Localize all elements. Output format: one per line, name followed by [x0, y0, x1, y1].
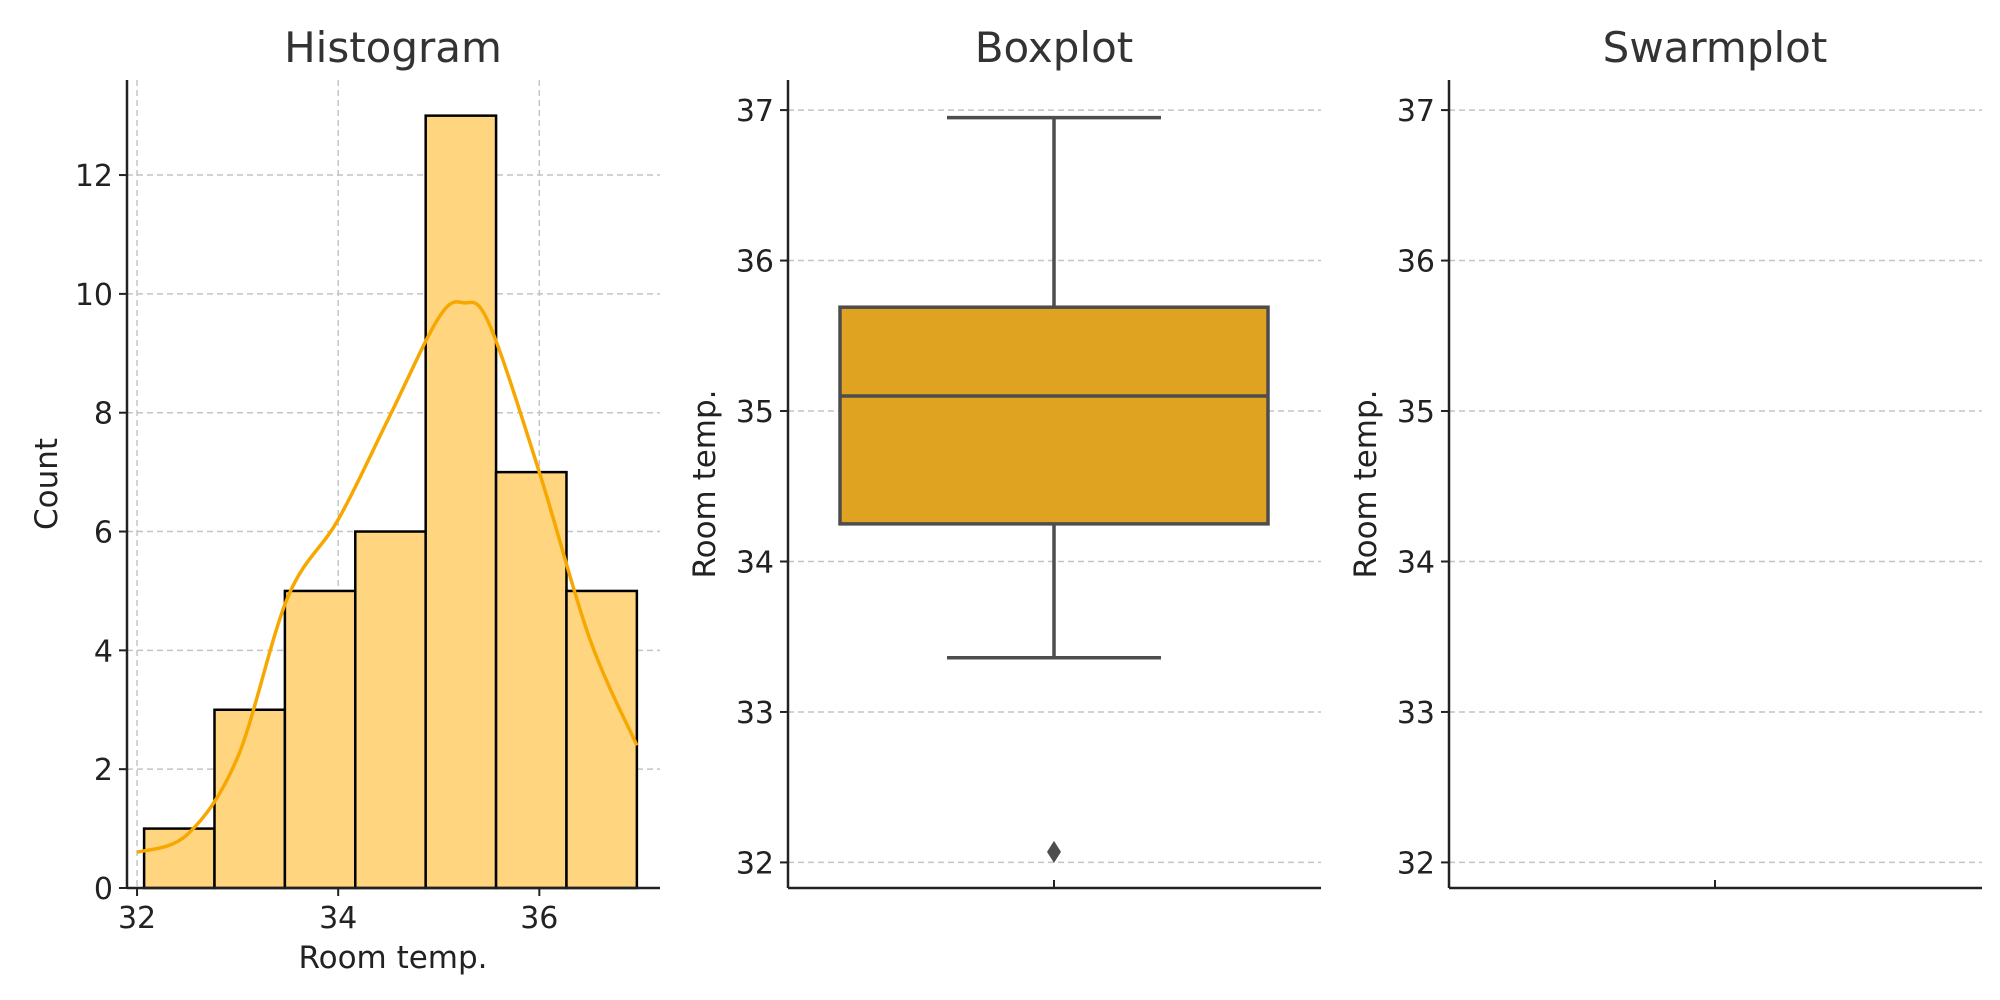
histogram-y-tick-label: 0 [94, 872, 113, 907]
swarmplot-y-tick-label: 34 [1397, 545, 1435, 580]
histogram-x-tick-label: 36 [520, 901, 558, 936]
histogram-ticks: 0 2 4 6 8 10 12 32 34 36 [75, 159, 559, 936]
histogram-bar [565, 589, 639, 890]
histogram-y-tick-label: 4 [94, 634, 113, 669]
histogram-x-label: Room temp. [298, 940, 487, 976]
swarmplot-ticks: 32 33 34 35 36 37 [1397, 94, 1449, 881]
histogram-y-tick-label: 10 [75, 278, 113, 313]
swarmplot-y-label: Room temp. [1348, 389, 1384, 578]
histogram-bar [424, 114, 498, 890]
histogram-title: Histogram [284, 23, 502, 72]
histogram-bars [142, 114, 639, 890]
histogram-x-tick-label: 34 [319, 901, 357, 936]
histogram-panel: 0 2 4 6 8 10 12 32 34 36 Histogram Room temp. Cou… [29, 23, 660, 976]
boxplot-body [838, 115, 1270, 863]
swarmplot-y-tick-label: 33 [1397, 696, 1435, 731]
boxplot-y-tick-label: 35 [736, 395, 774, 430]
swarmplot-title: Swarmplot [1603, 23, 1828, 72]
histogram-bar [354, 530, 427, 890]
boxplot-title: Boxplot [975, 23, 1134, 72]
iqr-box [838, 305, 1270, 526]
boxplot-y-tick-label: 37 [736, 94, 774, 129]
swarmplot-y-tick-label: 37 [1397, 94, 1435, 129]
histogram-bar [142, 827, 216, 890]
histogram-x-tick-label: 32 [118, 901, 156, 936]
boxplot-y-tick-label: 33 [736, 696, 774, 731]
boxplot-y-tick-label: 34 [736, 545, 774, 580]
swarmplot-grid [1449, 109, 1982, 864]
kde-curve [136, 300, 639, 855]
boxplot-y-tick-label: 36 [736, 245, 774, 280]
histogram-y-label: Count [29, 438, 65, 530]
swarmplot-y-tick-label: 32 [1397, 846, 1435, 881]
histogram-y-tick-label: 2 [94, 753, 113, 788]
swarmplot-y-tick-label: 35 [1397, 395, 1435, 430]
histogram-y-tick-label: 8 [94, 397, 113, 432]
histogram-bar [494, 470, 568, 890]
boxplot-y-label: Room temp. [687, 389, 723, 578]
boxplot-ticks: 32 33 34 35 36 37 [736, 94, 788, 881]
outlier-point [1047, 840, 1061, 863]
histogram-y-tick-label: 6 [94, 516, 113, 551]
boxplot-y-tick-label: 32 [736, 846, 774, 881]
swarmplot-panel: 32 33 34 35 36 37 Swarmplot Room temp. [1348, 23, 1982, 890]
swarmplot-y-tick-label: 36 [1397, 245, 1435, 280]
histogram-bar [213, 708, 287, 890]
histogram-bar [283, 589, 357, 890]
histogram-y-tick-label: 12 [75, 159, 113, 194]
boxplot-panel: 32 33 34 35 36 37 Boxplot Room temp. [687, 23, 1321, 890]
